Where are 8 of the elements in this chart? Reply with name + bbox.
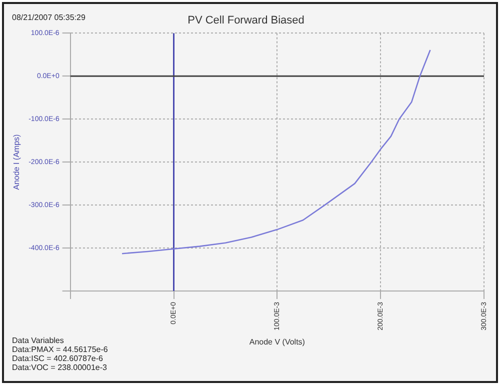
text: Data:ISC = 402.60787e-6 (12, 354, 104, 364)
text: Data Variables (12, 336, 64, 346)
x-axis-title: Anode V (Volts) (249, 337, 306, 346)
y-axis-title: Anode I (Amps) (12, 134, 22, 190)
text: 08/21/2007 05:35:29 (12, 13, 86, 22)
text: Data:PMAX = 44.56175e-6 (12, 345, 108, 354)
text: Data:VOC = 238.00001e-3 (12, 363, 108, 372)
chart-title: PV Cell Forward Biased (188, 14, 304, 27)
